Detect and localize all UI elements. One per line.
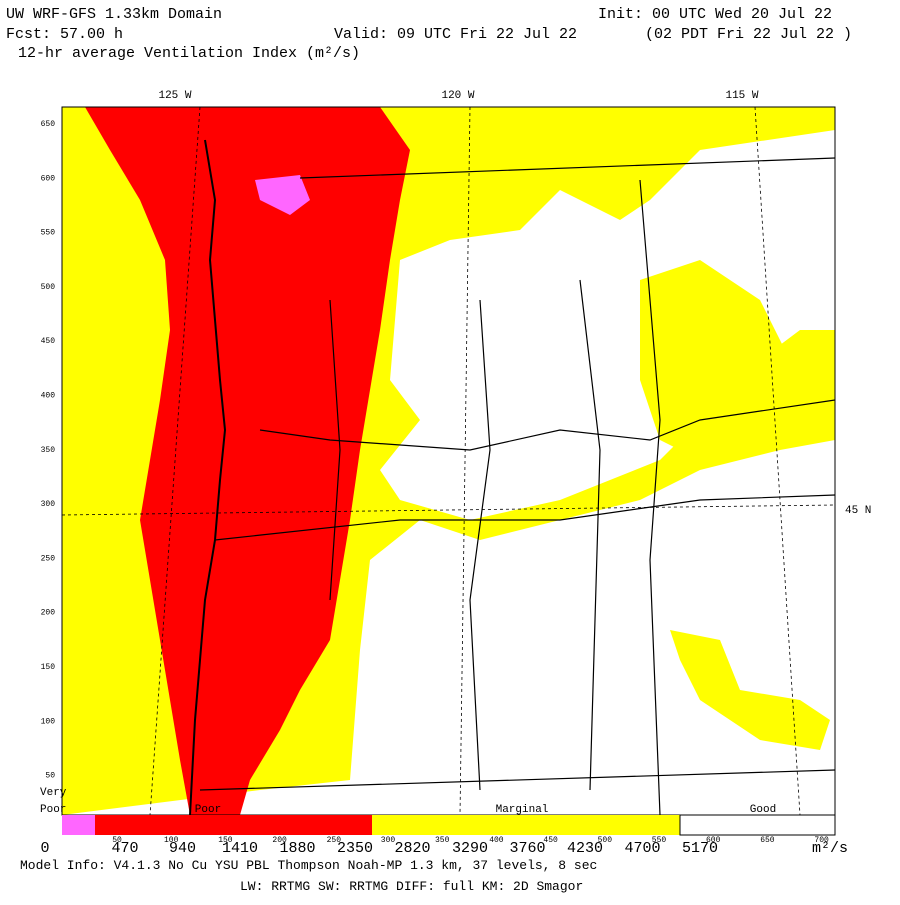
scale-label: 3760 xyxy=(509,840,545,857)
scale-label: 940 xyxy=(169,840,196,857)
colorbar-label: 400 xyxy=(489,836,504,845)
coastline xyxy=(189,139,227,816)
colorbar-label: 700 xyxy=(814,836,829,845)
legend-class: Good xyxy=(750,804,776,816)
graticule xyxy=(61,106,836,816)
footer-line-2: LW: RRTMG SW: RRTMG DIFF: full KM: 2D Sm… xyxy=(240,879,583,894)
longitude-label: 120 W xyxy=(441,90,474,102)
title: UW WRF-GFS 1.33km Domain xyxy=(6,6,222,23)
valid-time: Valid: 09 UTC Fri 22 Jul 22 xyxy=(334,26,577,43)
grid-label: 400 xyxy=(41,392,56,401)
colorbar-label: 350 xyxy=(435,836,450,845)
longitude-label: 125 W xyxy=(158,90,191,102)
footer-line-1: Model Info: V4.1.3 No Cu YSU PBL Thompso… xyxy=(20,858,597,873)
scale-label: 1410 xyxy=(222,840,258,857)
colorbar-label: 150 xyxy=(218,836,233,845)
yellow-area-east xyxy=(640,260,800,460)
longitude-label: 115 W xyxy=(725,90,758,102)
colorbar-label: 450 xyxy=(543,836,558,845)
scale-label: 3290 xyxy=(452,840,488,857)
colorbar-label: 300 xyxy=(381,836,396,845)
grid-label: 600 xyxy=(41,174,56,183)
yellow-area-south xyxy=(670,630,830,750)
legend-class: Poor xyxy=(195,804,221,816)
legend-class: Marginal xyxy=(496,804,549,816)
scale-label: 0 xyxy=(40,840,49,857)
legend-class: Very xyxy=(40,787,67,799)
grid-label: 250 xyxy=(41,554,56,563)
scale-unit: m²/s xyxy=(812,840,848,857)
colorbar-label: 650 xyxy=(760,836,775,845)
init-time: Init: 00 UTC Wed 20 Jul 22 xyxy=(598,6,832,23)
grid-label: 100 xyxy=(41,717,56,726)
grid-label: 450 xyxy=(41,337,56,346)
colorbar-label: 100 xyxy=(164,836,179,845)
scale-label: 2350 xyxy=(337,840,373,857)
scale-label: 5170 xyxy=(682,840,718,857)
map xyxy=(61,106,836,816)
latitude-label: 45 N xyxy=(845,505,871,517)
colorbar-good xyxy=(679,814,836,836)
colorbar-label: 500 xyxy=(598,836,613,845)
scale-label: 2820 xyxy=(394,840,430,857)
colorbar-marginal xyxy=(372,815,680,835)
grid-label: 500 xyxy=(41,283,56,292)
boundaries xyxy=(199,157,836,816)
grid-label: 350 xyxy=(41,446,56,455)
grid-label: 550 xyxy=(41,229,56,238)
grid-label: 650 xyxy=(41,120,56,129)
grid-label: 200 xyxy=(41,609,56,618)
magenta-area xyxy=(255,175,310,215)
colorbar-label: 250 xyxy=(327,836,342,845)
grid-label: 300 xyxy=(41,500,56,509)
grid-label: 150 xyxy=(41,663,56,672)
grid-label: 50 xyxy=(45,772,55,781)
scale-label: 470 xyxy=(111,840,138,857)
colorbar-poor xyxy=(95,815,372,835)
field-name: 12-hr average Ventilation Index (m²/s) xyxy=(18,45,360,62)
colorbar-label: 50 xyxy=(112,836,122,845)
local-time: (02 PDT Fri 22 Jul 22 ) xyxy=(645,26,852,43)
colorbar-label: 550 xyxy=(652,836,667,845)
scale-label: 1880 xyxy=(279,840,315,857)
forecast-hour: Fcst: 57.00 h xyxy=(6,26,123,43)
colorbar-label: 200 xyxy=(272,836,287,845)
red-area xyxy=(85,107,410,815)
scale-label: 4700 xyxy=(624,840,660,857)
scale-label: 4230 xyxy=(567,840,603,857)
legend-class: Poor xyxy=(40,804,66,816)
colorbar-very-poor xyxy=(62,815,95,835)
colorbar xyxy=(62,814,836,836)
colorbar-label: 600 xyxy=(706,836,721,845)
